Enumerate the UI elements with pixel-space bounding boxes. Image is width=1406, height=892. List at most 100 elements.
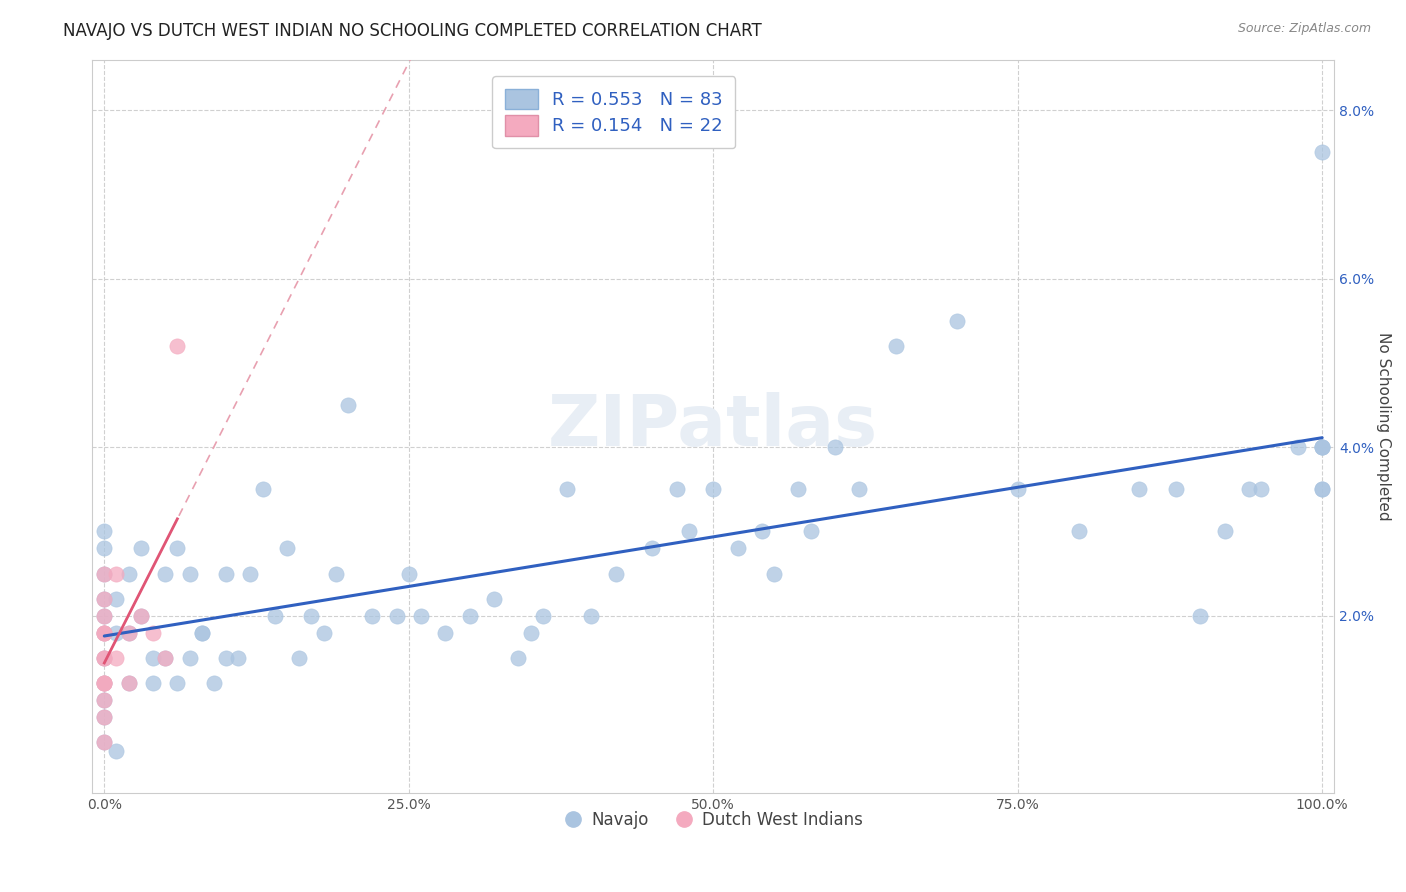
Point: [385, 608, 408, 623]
Point: [312, 625, 335, 640]
Point: [118, 566, 141, 581]
Point: [93, 566, 115, 581]
Point: [93, 735, 115, 749]
Text: ZIPatlas: ZIPatlas: [548, 392, 879, 460]
Point: [142, 650, 165, 665]
Point: [1250, 483, 1272, 497]
Point: [763, 566, 786, 581]
Point: [508, 650, 530, 665]
Point: [166, 676, 188, 690]
Point: [1189, 608, 1212, 623]
Point: [1310, 483, 1333, 497]
Point: [118, 676, 141, 690]
Point: [105, 743, 128, 757]
Point: [361, 608, 384, 623]
Point: [299, 608, 322, 623]
Point: [93, 710, 115, 724]
Point: [215, 650, 238, 665]
Point: [105, 591, 128, 606]
Point: [142, 676, 165, 690]
Point: [153, 650, 176, 665]
Point: [93, 693, 115, 707]
Point: [105, 650, 128, 665]
Point: [1310, 440, 1333, 454]
Point: [93, 591, 115, 606]
Point: [1310, 440, 1333, 454]
Point: [93, 625, 115, 640]
Point: [179, 566, 201, 581]
Point: [252, 483, 274, 497]
Point: [93, 650, 115, 665]
Point: [531, 608, 554, 623]
Point: [605, 566, 627, 581]
Point: [751, 524, 773, 539]
Point: [93, 693, 115, 707]
Point: [93, 625, 115, 640]
Point: [153, 566, 176, 581]
Point: [153, 650, 176, 665]
Point: [93, 650, 115, 665]
Point: [118, 625, 141, 640]
Point: [166, 541, 188, 556]
Point: [325, 566, 347, 581]
Point: [409, 608, 432, 623]
Point: [336, 398, 359, 412]
Point: [93, 735, 115, 749]
Point: [398, 566, 420, 581]
Point: [276, 541, 298, 556]
Point: [129, 608, 152, 623]
Point: [202, 676, 225, 690]
Point: [702, 483, 724, 497]
Point: [179, 650, 201, 665]
Point: [1310, 483, 1333, 497]
Point: [581, 608, 603, 623]
Point: [884, 339, 907, 353]
Point: [226, 650, 249, 665]
Point: [678, 524, 700, 539]
Point: [555, 483, 578, 497]
Point: [641, 541, 664, 556]
Point: [129, 541, 152, 556]
Point: [129, 608, 152, 623]
Point: [458, 608, 481, 623]
Point: [482, 591, 505, 606]
Text: Source: ZipAtlas.com: Source: ZipAtlas.com: [1237, 22, 1371, 36]
Point: [848, 483, 870, 497]
Point: [93, 524, 115, 539]
Point: [215, 566, 238, 581]
Point: [787, 483, 810, 497]
Point: [946, 314, 969, 328]
Point: [665, 483, 688, 497]
Point: [239, 566, 262, 581]
Point: [1237, 483, 1260, 497]
Point: [93, 676, 115, 690]
Point: [190, 625, 212, 640]
Point: [800, 524, 823, 539]
Point: [93, 625, 115, 640]
Point: [727, 541, 749, 556]
Point: [93, 676, 115, 690]
Point: [1286, 440, 1309, 454]
Point: [93, 676, 115, 690]
Point: [190, 625, 212, 640]
Point: [93, 591, 115, 606]
Point: [118, 676, 141, 690]
Point: [1310, 145, 1333, 160]
Point: [93, 650, 115, 665]
Point: [93, 608, 115, 623]
Point: [263, 608, 285, 623]
Point: [519, 625, 541, 640]
Legend: Navajo, Dutch West Indians: Navajo, Dutch West Indians: [557, 805, 870, 836]
Point: [142, 625, 165, 640]
Point: [93, 541, 115, 556]
Point: [434, 625, 457, 640]
Point: [1128, 483, 1150, 497]
Point: [93, 608, 115, 623]
Point: [1213, 524, 1236, 539]
Point: [1007, 483, 1029, 497]
Point: [1164, 483, 1187, 497]
Point: [105, 566, 128, 581]
Point: [93, 676, 115, 690]
Y-axis label: No Schooling Completed: No Schooling Completed: [1376, 332, 1391, 520]
Point: [1067, 524, 1090, 539]
